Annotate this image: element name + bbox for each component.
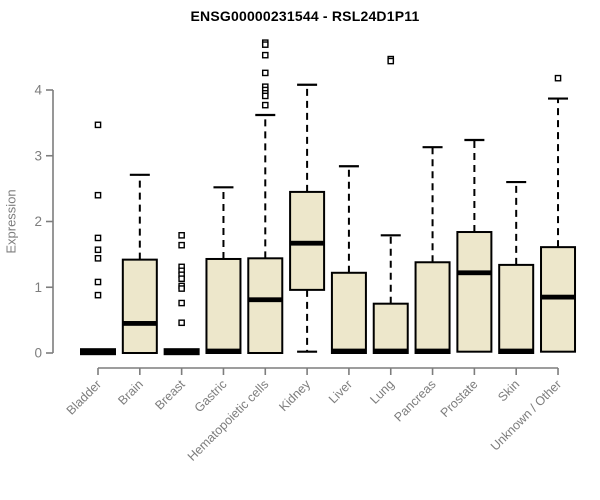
outlier-point [554,74,562,82]
x-tick-label: Breast [152,377,188,413]
outlier-point [261,51,269,59]
y-tick-label: 0 [34,346,42,361]
outlier-point [178,319,185,327]
x-tick-label: Kidney [276,377,313,414]
median-line [541,294,576,300]
outlier-point [178,275,185,283]
outlier-point [261,101,269,109]
median-line [457,270,492,276]
box-rect [330,271,367,354]
x-tick-label: Unknown / Other [488,377,564,453]
x-tick-label: Brain [115,377,146,408]
y-tick-label: 1 [34,280,42,295]
x-tick-label: Lung [367,377,397,407]
outlier-point [261,69,269,77]
x-tick-label: Prostate [438,377,481,420]
outlier-point [178,285,185,292]
x-tick-label: Skin [495,377,522,404]
y-tick-label: 2 [34,214,42,229]
x-tick-label: Hematopoietic cells [185,377,272,464]
chart-title: ENSG00000231544 - RSL24D1P11 [190,8,420,24]
outlier-point [261,41,269,48]
box-rect [247,257,284,355]
flat-box [80,348,116,356]
flat-box [163,348,200,356]
median-line [499,348,534,354]
median-line [122,321,157,326]
median-line [415,348,450,354]
y-tick-label: 4 [34,83,42,98]
median-line [290,240,325,246]
outlier-point [94,255,102,262]
outlier-point [94,291,102,299]
box-rect [456,231,493,353]
box-rect [372,302,409,354]
outlier-point [94,278,102,286]
box-rect [121,258,158,355]
x-tick-label: Gastric [192,377,230,415]
outlier-point [387,57,395,65]
outlier-point [94,246,102,254]
box-rect [414,261,451,355]
median-line [248,297,283,303]
x-tick-label: Bladder [64,377,104,417]
outlier-point [178,232,185,239]
median-line [331,348,366,354]
outlier-point [178,299,185,307]
outlier-point [94,191,102,199]
outlier-point [261,92,269,100]
box-rect [498,263,535,354]
y-tick-label: 3 [34,148,42,163]
outlier-point [94,121,102,129]
outlier-point [178,241,185,249]
outlier-point [94,234,102,242]
median-line [373,348,408,354]
x-tick-label: Liver [326,377,355,406]
box-rect [205,257,242,355]
median-line [206,348,241,354]
x-tick-label: Pancreas [391,377,438,424]
